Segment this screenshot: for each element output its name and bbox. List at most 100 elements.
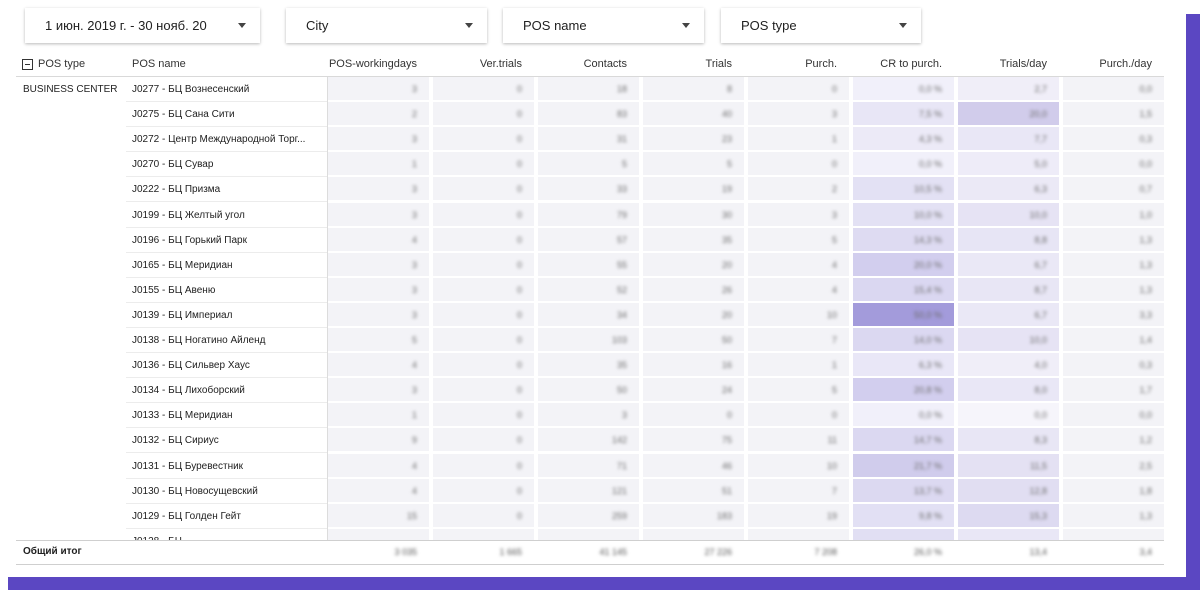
metric-cell: 4: [328, 454, 429, 478]
metric-cell: 0: [433, 127, 534, 151]
pos-name-filter[interactable]: POS name: [503, 8, 704, 43]
table-row[interactable]: J0138 - БЦ Ногатино Айленд 5 0 103 50 7 14,0 %…: [0, 328, 1186, 353]
pos-name-cell: J0222 - БЦ Призма: [126, 177, 327, 202]
metric-cell: 6,3: [958, 177, 1059, 201]
table-row[interactable]: J0133 - БЦ Меридиан 1 0 3 0 0 0,0 % 0,0 0,0: [0, 403, 1186, 428]
pos-type-filter[interactable]: POS type: [721, 8, 921, 43]
metric-cell: 0: [433, 303, 534, 327]
metric-cell: 1,5: [1063, 102, 1164, 126]
pos-name-cell: J0277 - БЦ Вознесенский: [126, 77, 327, 102]
metric-cell: 4: [748, 253, 849, 277]
date-range-label: 1 июн. 2019 г. - 30 нояб. 20: [45, 18, 207, 33]
table-row[interactable]: J0270 - БЦ Сувар 1 0 5 5 0 0,0 % 5,0 0,0: [0, 152, 1186, 177]
header-ver-trials[interactable]: Ver.trials: [479, 58, 522, 70]
table-row[interactable]: J0222 - БЦ Призма 3 0 33 19 2 10,5 % 6,3 0,7: [0, 177, 1186, 202]
metric-cell: 4: [328, 479, 429, 503]
metric-cell: 6,7: [958, 303, 1059, 327]
metric-cell: 5: [748, 378, 849, 402]
table-row[interactable]: J0136 - БЦ Сильвер Хаус 4 0 35 16 1 6,3 % 4,0 0,…: [0, 353, 1186, 378]
metric-cell: 0: [433, 428, 534, 452]
frame-border-right: [1186, 14, 1200, 590]
metric-cell: 0: [433, 454, 534, 478]
metric-cell: 142: [538, 428, 639, 452]
table-row[interactable]: J0130 - БЦ Новосущевский 4 0 121 51 7 13,7 % 12…: [0, 479, 1186, 504]
metric-cell: 20: [643, 303, 744, 327]
header-trials-per-day[interactable]: Trials/day: [999, 58, 1047, 70]
metric-cell: 50: [538, 378, 639, 402]
table-row[interactable]: J0128 - БЦ ...: [0, 529, 1186, 541]
header-purch-per-day[interactable]: Purch./day: [1099, 58, 1152, 70]
pos-name-cell: J0275 - БЦ Сана Сити: [126, 102, 327, 127]
pos-name-cell: J0139 - БЦ Империал: [126, 303, 327, 328]
metric-cell: 18: [538, 77, 639, 101]
metric-cell: 50,0 %: [853, 303, 954, 327]
header-pos-name-label: POS name: [132, 58, 186, 70]
table-row[interactable]: J0134 - БЦ Лихоборский 3 0 50 24 5 20,8 % 8,0 1,…: [0, 378, 1186, 403]
metric-cell: 34: [538, 303, 639, 327]
table-row[interactable]: J0129 - БЦ Голден Гейт 15 0 259 183 19 9,8 % 15…: [0, 504, 1186, 529]
table-row[interactable]: J0131 - БЦ Буревестник 4 0 71 46 10 21,7 % 11,5…: [0, 454, 1186, 479]
metric-cell: 0,0: [958, 403, 1059, 427]
table-row[interactable]: J0155 - БЦ Авеню 3 0 52 26 4 15,4 % 8,7 1,3: [0, 278, 1186, 303]
metric-cell: 8,8: [958, 228, 1059, 252]
metric-cell: 0: [643, 403, 744, 427]
pos-name-cell: J0129 - БЦ Голден Гейт: [126, 504, 327, 529]
metric-cell: 33: [538, 177, 639, 201]
metric-cell: 57: [538, 228, 639, 252]
metric-cell: 3: [328, 177, 429, 201]
city-filter[interactable]: City: [286, 8, 487, 43]
metric-cell: 121: [538, 479, 639, 503]
metric-cell: 11,5: [958, 454, 1059, 478]
metric-cell: 0,0: [1063, 152, 1164, 176]
header-contacts[interactable]: Contacts: [583, 58, 627, 70]
table-row[interactable]: J0277 - БЦ Вознесенский 3 0 18 8 0 0,0 % 2,7 0,0: [0, 77, 1186, 102]
header-pos-workingdays[interactable]: POS-workingdays: [328, 58, 417, 70]
metric-cell: 51: [643, 479, 744, 503]
metric-cell: 0,0: [1063, 77, 1164, 101]
date-range-filter[interactable]: 1 июн. 2019 г. - 30 нояб. 20: [25, 8, 260, 43]
table-row[interactable]: J0199 - БЦ Желтый угол 3 0 79 30 3 10,0 % 10,0 1…: [0, 203, 1186, 228]
frame-border-bottom: [8, 577, 1200, 590]
metric-cell: 0: [433, 253, 534, 277]
metric-cell: 0: [748, 152, 849, 176]
table-row[interactable]: J0275 - БЦ Сана Сити 2 0 83 40 3 7,5 % 20,0 1,5: [0, 102, 1186, 127]
metric-cell: [433, 529, 534, 541]
metric-cell: 0: [433, 77, 534, 101]
pos-name-cell: J0133 - БЦ Меридиан: [126, 403, 327, 428]
pos-name-cell: J0199 - БЦ Желтый угол: [126, 203, 327, 228]
metric-cell: 10: [748, 303, 849, 327]
metric-cell: 0: [433, 203, 534, 227]
header-pos-name[interactable]: POS name: [132, 52, 322, 76]
total-cell: 1 665: [499, 547, 522, 557]
header-trials[interactable]: Trials: [705, 58, 732, 70]
metric-cell: 0: [433, 278, 534, 302]
table-row[interactable]: J0272 - Центр Международной Торг... 3 0 31 2…: [0, 127, 1186, 152]
metric-cell: [538, 529, 639, 541]
chevron-down-icon: [465, 23, 473, 28]
header-purch[interactable]: Purch.: [805, 58, 837, 70]
chevron-down-icon: [899, 23, 907, 28]
metric-cell: 0,0: [1063, 403, 1164, 427]
pos-name-cell: J0272 - Центр Международной Торг...: [126, 127, 327, 152]
metric-cell: 8,0: [958, 378, 1059, 402]
metric-cell: 35: [538, 353, 639, 377]
metric-cell: 10,0: [958, 203, 1059, 227]
header-pos-type[interactable]: POS type: [22, 52, 126, 76]
table-body: J0277 - БЦ Вознесенский 3 0 18 8 0 0,0 % 2,7 0,0…: [0, 77, 1186, 541]
table-row[interactable]: J0132 - БЦ Сириус 9 0 142 75 11 14,7 % 8,3 1,2: [0, 428, 1186, 453]
table-row[interactable]: J0165 - БЦ Меридиан 3 0 55 20 4 20,0 % 6,7 1,3: [0, 253, 1186, 278]
total-cell: 27 226: [704, 547, 732, 557]
pos-name-cell: J0128 - БЦ ...: [126, 529, 327, 541]
collapse-icon[interactable]: [22, 58, 33, 70]
metric-cell: 0: [433, 378, 534, 402]
metric-cell: 20: [643, 253, 744, 277]
pos-name-cell: J0196 - БЦ Горький Парк: [126, 228, 327, 253]
table-row[interactable]: J0139 - БЦ Империал 3 0 34 20 10 50,0 % 6,7 3,3: [0, 303, 1186, 328]
metric-cell: 7,7: [958, 127, 1059, 151]
pos-name-cell: J0132 - БЦ Сириус: [126, 428, 327, 453]
metric-cell: 0: [433, 102, 534, 126]
header-cr-to-purch[interactable]: CR to purch.: [880, 58, 942, 70]
metric-cell: 14,0 %: [853, 328, 954, 352]
metric-cell: 1,3: [1063, 504, 1164, 528]
table-row[interactable]: J0196 - БЦ Горький Парк 4 0 57 35 5 14,3 % 8,8 1…: [0, 228, 1186, 253]
